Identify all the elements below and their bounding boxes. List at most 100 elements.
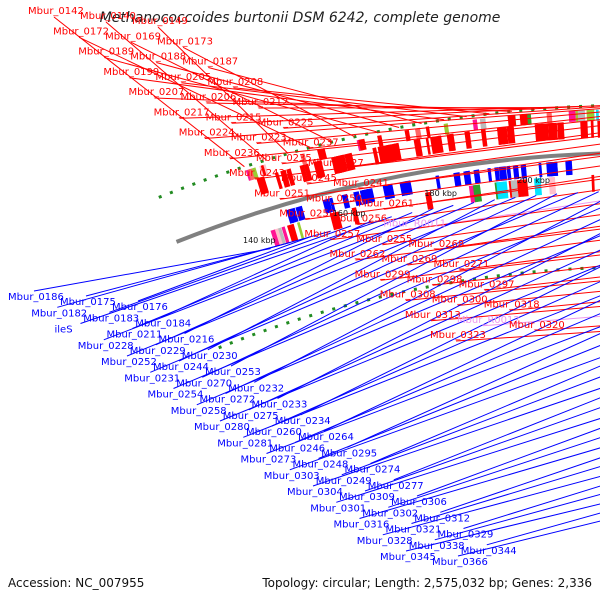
- tick-label: 200 kbp: [517, 176, 550, 185]
- leader-line: [341, 376, 600, 476]
- reverse_labels-label: Mbur_0234: [275, 416, 331, 427]
- forward-gene-labels: Mbur_0142Mbur_0140Mbur_0149Mbur_0172Mbur…: [28, 6, 565, 341]
- forward_labels-label: Mbur_0300: [432, 295, 488, 306]
- reverse-gene-block: [512, 165, 520, 180]
- leader-line: [173, 207, 600, 389]
- forward_labels-label: Mbur_0250: [306, 193, 362, 204]
- reverse_labels-label: Mbur_0270: [176, 378, 232, 389]
- reverse-gene-block: [435, 175, 441, 190]
- forward_labels-label: Mbur_0206: [181, 92, 237, 103]
- annotation-block: [351, 207, 360, 225]
- leader-line: [416, 427, 600, 497]
- forward_labels-label: Mbur_0251: [254, 188, 310, 199]
- reverse-gene-block: [403, 180, 410, 196]
- reverse_labels-label: Mbur_0246: [269, 443, 325, 454]
- forward_labels-label: Mbur_R0011: [383, 219, 446, 230]
- reverse-gene-block: [322, 198, 333, 214]
- reverse_labels-label: Mbur_0275: [223, 411, 279, 422]
- reverse_labels-label: Mbur_0328: [357, 536, 413, 547]
- forward-gene-block: [257, 176, 269, 195]
- forward_labels-label: Mbur_0257: [304, 229, 360, 240]
- reverse_labels-label: Mbur_0175: [60, 297, 116, 308]
- leader-line: [104, 57, 377, 133]
- reverse-gene-block: [295, 205, 306, 221]
- reverse_labels-label: Mbur_0230: [182, 351, 238, 362]
- reverse_labels-label: Mbur_0304: [287, 487, 343, 498]
- annotation-block: [321, 148, 328, 160]
- forward_labels-label: Mbur_0271: [434, 259, 490, 270]
- reverse_labels-label: Mbur_0274: [345, 465, 401, 476]
- leader-line: [484, 276, 600, 291]
- reverse-gene-labels: Mbur_0186Mbur_0175Mbur_0176Mbur_0182Mbur…: [8, 292, 517, 568]
- leader-line: [457, 520, 600, 557]
- reverse_labels-label: Mbur_0366: [432, 557, 488, 568]
- leader-line: [57, 230, 331, 308]
- reverse_labels-label: Mbur_0249: [316, 476, 372, 487]
- leader-line: [254, 200, 600, 383]
- forward_labels-label: Mbur_0313: [405, 310, 461, 321]
- leader-line: [80, 216, 392, 324]
- leader-line: [283, 106, 600, 129]
- leader-line: [208, 67, 422, 124]
- reverse_labels-label: Mbur_0176: [112, 302, 168, 313]
- reverse_labels-label: Mbur_0345: [380, 552, 436, 563]
- reverse_labels-label: Mbur_0295: [321, 448, 377, 459]
- forward_labels-label: Mbur_0259: [279, 209, 335, 220]
- leader-line: [323, 299, 600, 432]
- forward_labels-label: Mbur_0212: [233, 97, 289, 108]
- forward_labels-label: Mbur_0299: [355, 269, 411, 280]
- leader-line: [204, 108, 600, 139]
- leader-line: [333, 132, 600, 170]
- leader-line: [103, 204, 454, 341]
- leader-line: [161, 220, 372, 318]
- reverse_labels-label: Mbur_0253: [205, 367, 261, 378]
- annotation-block: [591, 174, 595, 192]
- reverse-gene-block: [385, 184, 392, 200]
- leader-line: [196, 235, 600, 406]
- annotation-block: [274, 228, 283, 246]
- reverse_labels-label: Mbur_0280: [194, 422, 250, 433]
- leader-line: [407, 239, 600, 266]
- leader-line: [154, 97, 513, 112]
- leader-line: [306, 143, 600, 185]
- leader-line: [382, 476, 600, 536]
- annotation-block: [329, 212, 341, 231]
- tick-label: 180 kbp: [424, 189, 457, 198]
- forward_labels-label: Mbur_0269: [382, 254, 438, 265]
- reverse_labels-label: Mbur_0186: [8, 292, 64, 303]
- reverse_labels-label: Mbur_0316: [334, 520, 390, 531]
- annotation-block: [472, 184, 482, 203]
- forward_labels-label: Mbur_0169: [105, 31, 161, 42]
- forward_labels-label: Mbur_0298: [407, 274, 463, 285]
- leader-line: [78, 36, 311, 148]
- annotation-block: [404, 129, 411, 142]
- reverse_labels-label: Mbur_0228: [78, 341, 134, 352]
- leader-line: [155, 201, 475, 346]
- reverse_labels-label: Mbur_0233: [252, 400, 308, 411]
- annotation-block: [287, 223, 299, 242]
- forward_labels-label: Mbur_0323: [430, 330, 486, 341]
- forward_labels-label: Mbur_0149: [132, 16, 188, 27]
- leader-line: [384, 175, 600, 210]
- reverse_labels-label: Mbur_0281: [217, 438, 273, 449]
- forward-gene-block: [280, 169, 291, 188]
- reverse_labels-label: ileS: [55, 325, 73, 336]
- forward_labels-label: Mbur_0235: [256, 153, 312, 164]
- leader-line: [225, 219, 600, 394]
- leader-line: [300, 266, 600, 416]
- forward-gene-block: [590, 120, 594, 138]
- reverse_labels-label: Mbur_0231: [124, 373, 180, 384]
- leader-line: [231, 105, 600, 124]
- reverse_labels-label: Mbur_0309: [339, 492, 395, 503]
- forward_labels-label: Mbur_0255: [356, 234, 412, 245]
- forward_labels-label: Mbur_0215: [206, 112, 262, 123]
- leader-line: [266, 326, 600, 454]
- reverse_labels-label: Mbur_0272: [200, 395, 256, 406]
- reverse-gene-block: [289, 207, 299, 223]
- leader-line: [455, 331, 600, 342]
- forward-gene-block: [480, 129, 488, 147]
- annotation-block: [334, 211, 343, 229]
- forward_labels-label: Mbur_0256: [331, 214, 387, 225]
- leader-line: [229, 119, 600, 160]
